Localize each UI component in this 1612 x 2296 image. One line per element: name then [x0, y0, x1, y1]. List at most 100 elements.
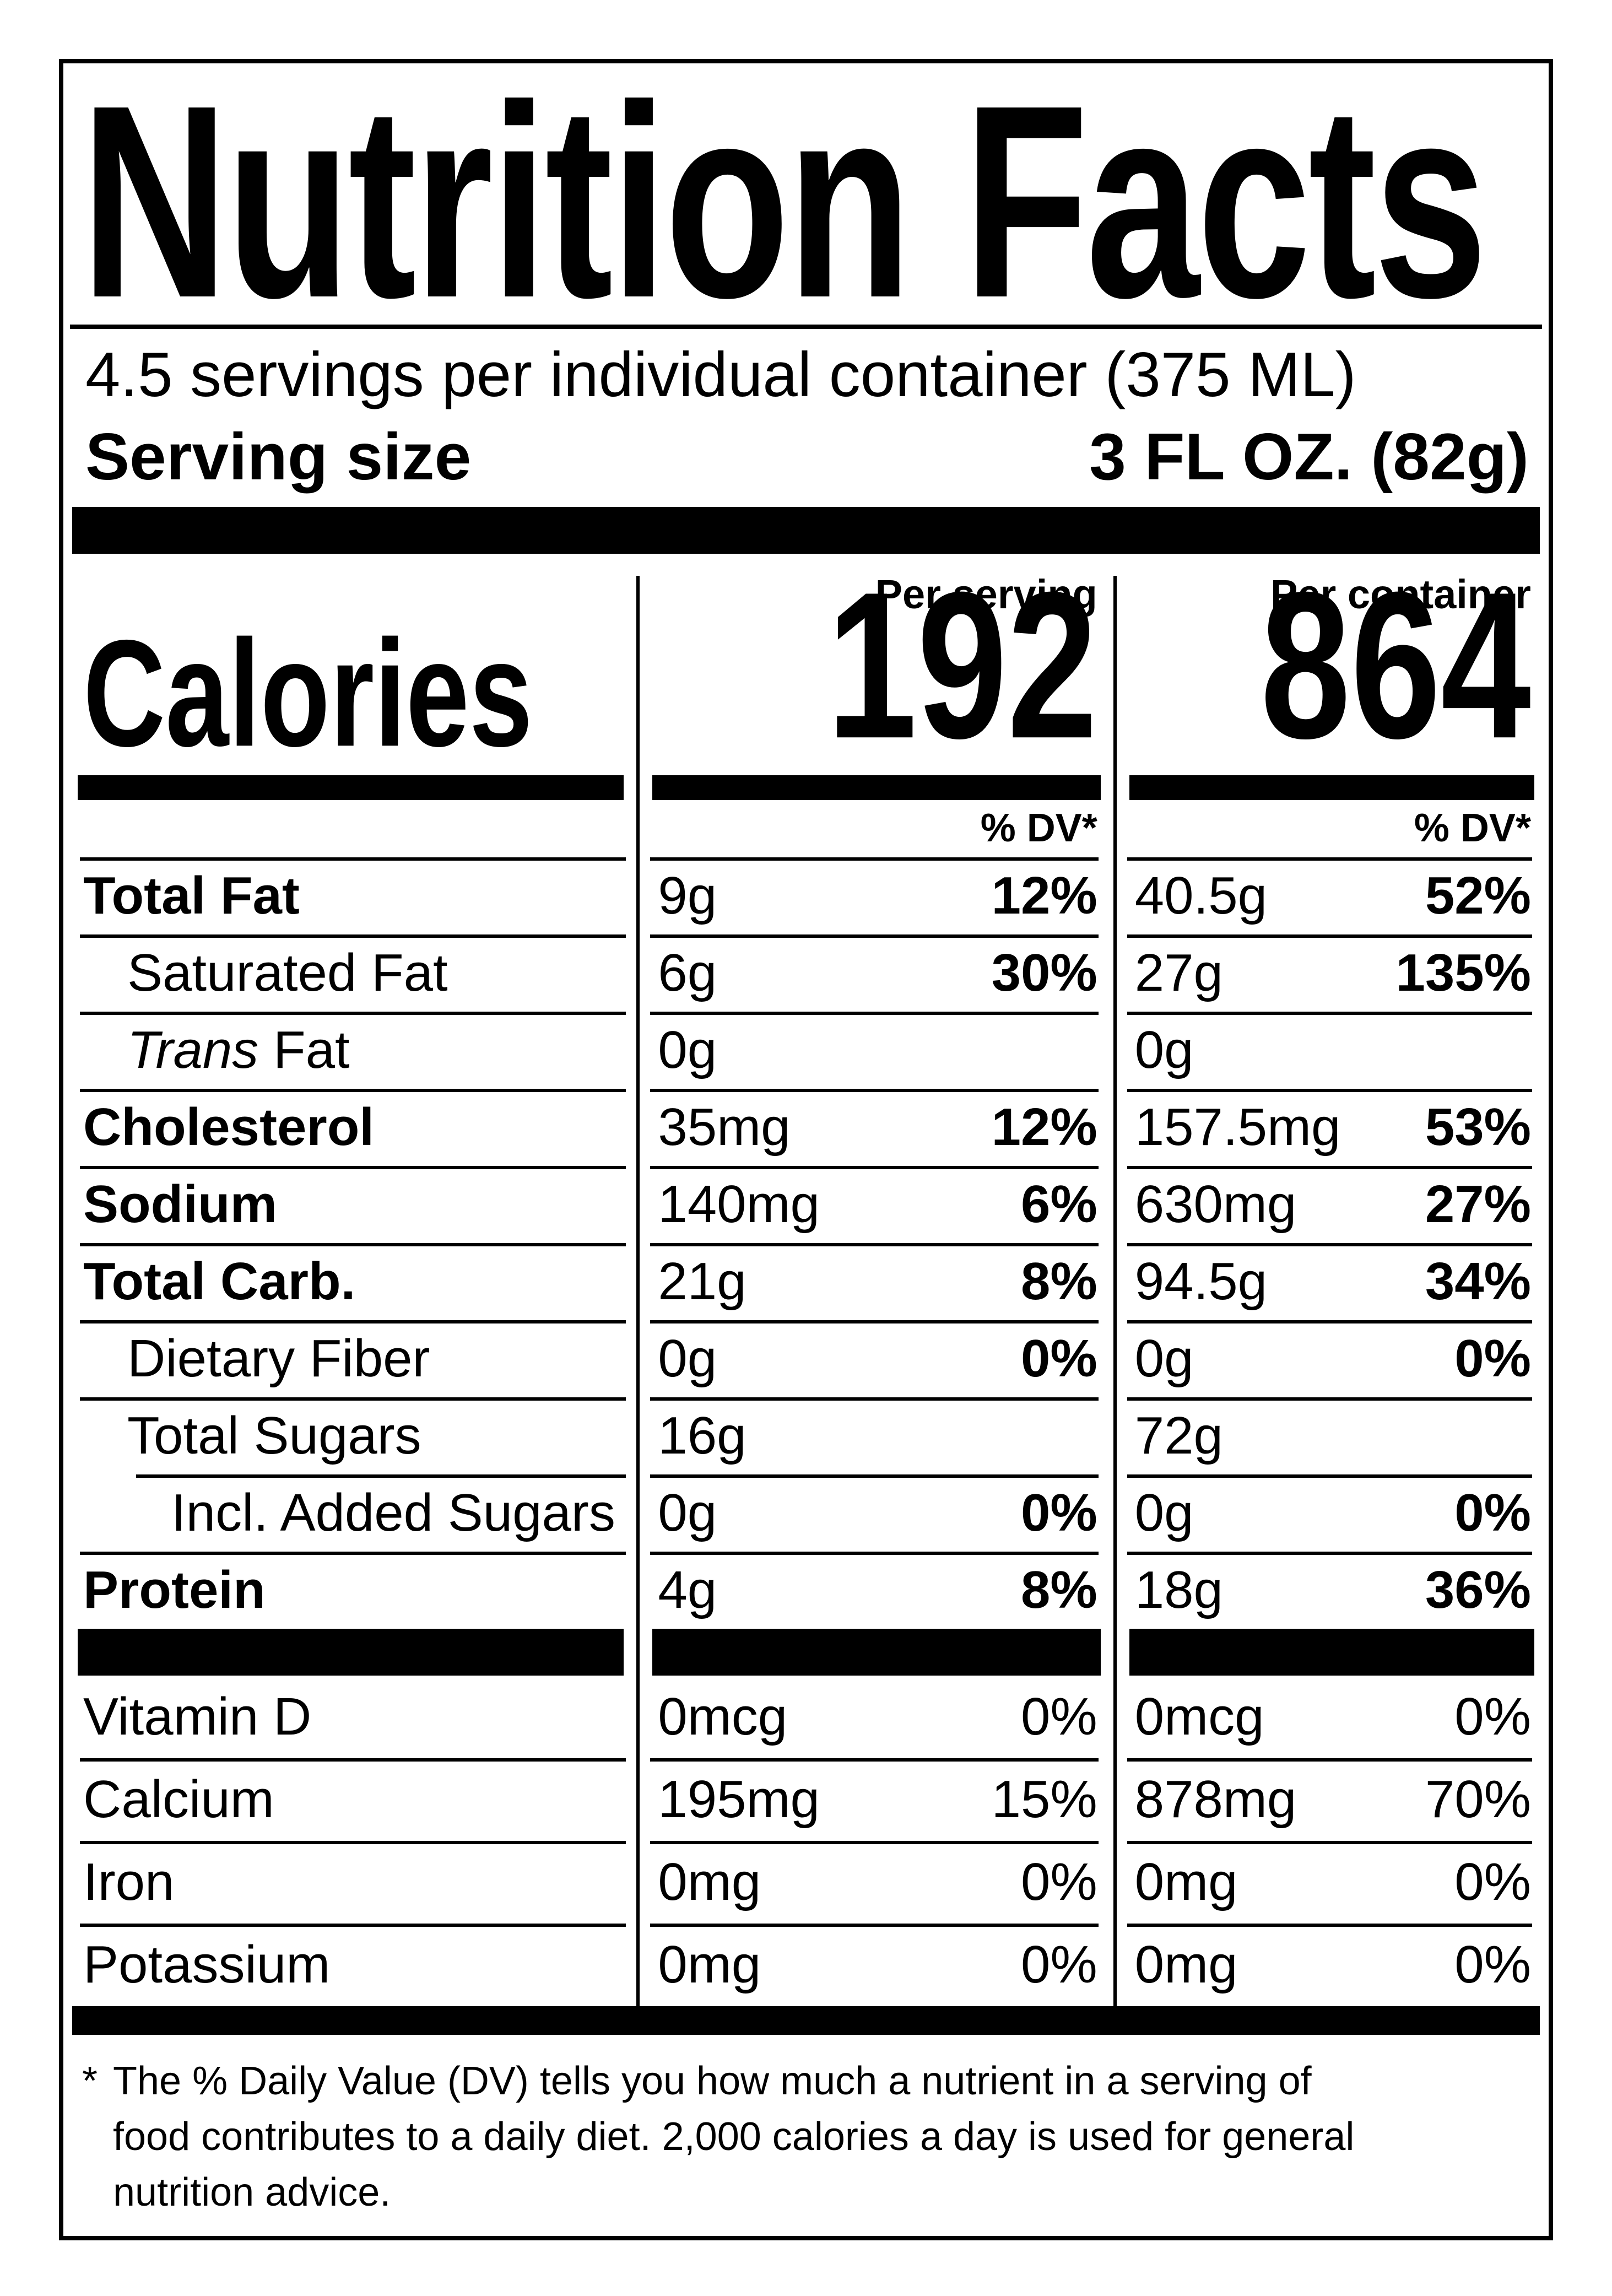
serving-dv: 8% — [1021, 1252, 1097, 1311]
vitamin-serving-cell: 0mg 0% — [638, 1841, 1115, 1924]
container-dv: 27% — [1425, 1175, 1531, 1234]
container-amount: 0g — [1134, 1020, 1194, 1080]
container-dv: 0% — [1454, 1852, 1531, 1912]
mid-divider-bar-cell — [1115, 1629, 1549, 1676]
vitamin-name-cell: Vitamin D — [63, 1676, 638, 1758]
nutrient-container-cell: 18g 36% — [1115, 1552, 1549, 1629]
serving-dv: 12% — [991, 866, 1097, 926]
nutrient-name-cell: Total Fat — [63, 857, 638, 934]
container-amount: 27g — [1134, 943, 1223, 1003]
title-rule — [70, 325, 1542, 329]
serving-dv: 6% — [1021, 1175, 1097, 1234]
serving-dv: 12% — [991, 1098, 1097, 1157]
nutrient-name: Cholesterol — [83, 1098, 375, 1157]
calories-underbar — [78, 775, 624, 801]
vitamin-serving-cell: 0mcg 0% — [638, 1676, 1115, 1758]
container-dv: 0% — [1454, 1329, 1531, 1389]
nutrient-serving-cell: 0g 0% — [638, 1320, 1115, 1397]
container-amount: 72g — [1134, 1406, 1223, 1466]
column-divider-2 — [1113, 576, 1117, 2007]
nutrient-name-cell: Incl. Added Sugars — [63, 1474, 638, 1552]
container-dv: 52% — [1425, 866, 1531, 926]
container-amount: 157.5mg — [1134, 1098, 1341, 1157]
vitamin-name-cell: Potassium — [63, 1924, 638, 2006]
nutrient-container-cell: 0g 0% — [1115, 1474, 1549, 1552]
serving-amount: 0g — [658, 1483, 717, 1543]
nutrient-name-cell: Saturated Fat — [63, 934, 638, 1012]
nutrient-name: Dietary Fiber — [127, 1329, 430, 1389]
serving-dv: 8% — [1021, 1560, 1097, 1620]
container-dv: 36% — [1425, 1560, 1531, 1620]
vitamin-name-cell: Iron — [63, 1841, 638, 1924]
nutrient-name: Incl. Added Sugars — [171, 1483, 615, 1543]
serving-dv: 0% — [1021, 1329, 1097, 1389]
vitamin-serving-cell: 195mg 15% — [638, 1758, 1115, 1841]
per-container-header: Per container — [1270, 571, 1531, 618]
servings-per-container: 4.5 servings per individual container (3… — [85, 340, 1356, 410]
thick-divider-bar-bottom — [72, 2006, 1540, 2035]
mid-divider-bar-cell — [638, 1629, 1115, 1676]
container-dv: 0% — [1454, 1935, 1531, 1995]
serving-amount: 140mg — [658, 1175, 820, 1234]
nutrient-name-cell: Sodium — [63, 1166, 638, 1243]
nutrient-serving-cell: 0g 0% — [638, 1474, 1115, 1552]
serving-dv: 15% — [991, 1770, 1097, 1829]
nutrient-name: Saturated Fat — [127, 943, 448, 1003]
mid-divider-bar — [652, 1629, 1101, 1676]
nutrient-name: Sodium — [83, 1175, 277, 1234]
dv-header-empty-cell — [63, 800, 638, 857]
serving-dv: 0% — [1021, 1852, 1097, 1912]
calories-underbar-cell — [1115, 775, 1549, 801]
vitamin-name: Iron — [83, 1852, 175, 1912]
nutrient-serving-cell: 4g 8% — [638, 1552, 1115, 1629]
container-dv: 0% — [1454, 1483, 1531, 1543]
nutrient-serving-cell: 0g — [638, 1012, 1115, 1089]
dv-footnote: * The % Daily Value (DV) tells you how m… — [63, 2035, 1549, 2235]
serving-amount: 0mg — [658, 1852, 761, 1912]
serving-size-value: 3 FL OZ. (82g) — [1089, 420, 1529, 494]
container-amount: 878mg — [1134, 1770, 1297, 1829]
container-amount: 630mg — [1134, 1175, 1297, 1234]
nutrient-name-cell: Dietary Fiber — [63, 1320, 638, 1397]
serving-size-row: Serving size 3 FL OZ. (82g) — [63, 413, 1549, 497]
nutrient-container-cell: 0g 0% — [1115, 1320, 1549, 1397]
nutrient-name-cell: Trans Fat — [63, 1012, 638, 1089]
container-amount: 0mcg — [1134, 1687, 1264, 1747]
serving-amount: 0g — [658, 1020, 717, 1080]
calories-per-serving-cell: 192 — [638, 561, 1115, 775]
nutrient-serving-cell: 35mg 12% — [638, 1089, 1115, 1166]
footnote-asterisk: * — [82, 2059, 98, 2104]
nutrient-serving-cell: 9g 12% — [638, 857, 1115, 934]
nutrient-serving-cell: 140mg 6% — [638, 1166, 1115, 1243]
nutrient-name: Protein — [83, 1560, 266, 1620]
dv-header-container: % DV* — [1414, 806, 1531, 851]
calories-underbar — [1129, 775, 1534, 801]
serving-amount: 4g — [658, 1560, 717, 1620]
nutrient-container-cell: 40.5g 52% — [1115, 857, 1549, 934]
vitamin-name: Potassium — [83, 1935, 331, 1995]
container-dv: 135% — [1395, 943, 1531, 1003]
container-amount: 0g — [1134, 1483, 1194, 1543]
label-title: Nutrition Facts — [80, 59, 1487, 355]
vitamin-name: Vitamin D — [83, 1687, 312, 1747]
serving-amount: 9g — [658, 866, 717, 926]
serving-amount: 195mg — [658, 1770, 820, 1829]
mid-divider-bar — [78, 1629, 624, 1676]
serving-amount: 0g — [658, 1329, 717, 1389]
calories-per-container: 864 — [1260, 548, 1531, 782]
vitamin-container-cell: 0mcg 0% — [1115, 1676, 1549, 1758]
vitamin-container-cell: 878mg 70% — [1115, 1758, 1549, 1841]
container-amount: 0g — [1134, 1329, 1194, 1389]
serving-dv: 0% — [1021, 1483, 1097, 1543]
container-dv: 53% — [1425, 1098, 1531, 1157]
container-amount: 40.5g — [1134, 866, 1267, 926]
serving-size-label: Serving size — [85, 420, 472, 494]
dv-header-serving: % DV* — [980, 806, 1097, 851]
vitamin-container-cell: 0mg 0% — [1115, 1841, 1549, 1924]
nutrient-name-cell: Total Sugars — [63, 1397, 638, 1474]
serving-amount: 21g — [658, 1252, 747, 1311]
serving-amount: 16g — [658, 1406, 747, 1466]
serving-amount: 0mcg — [658, 1687, 788, 1747]
container-dv: 70% — [1425, 1770, 1531, 1829]
